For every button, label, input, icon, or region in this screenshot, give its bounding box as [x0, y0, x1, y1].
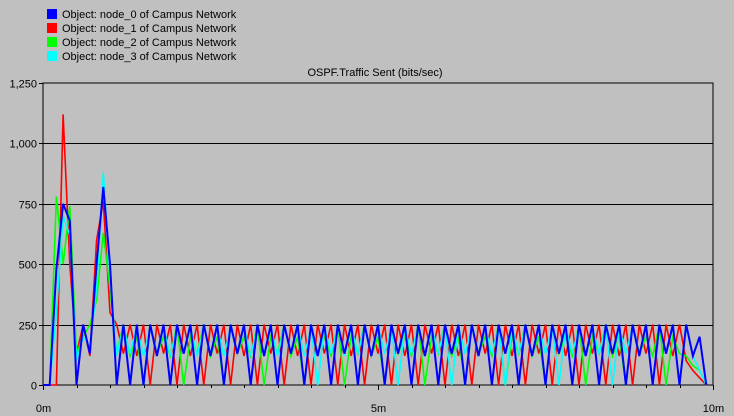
y-tick-label: 500: [19, 260, 37, 272]
legend-swatch: [47, 23, 57, 33]
legend-label: Object: node_2 of Campus Network: [62, 37, 237, 49]
plot-area: [42, 82, 714, 386]
y-tick-label: 250: [19, 321, 37, 333]
chart-title: OSPF.Traffic Sent (bits/sec): [307, 67, 442, 79]
x-axis: 0m 5m 10m: [36, 385, 724, 415]
y-tick-label: 750: [19, 200, 37, 212]
y-axis: 0 250 500 750 1,000 1,250: [9, 79, 43, 393]
legend-label: Object: node_3 of Campus Network: [62, 51, 237, 63]
y-tick-label: 1,250: [9, 79, 37, 91]
legend-swatch: [47, 37, 57, 47]
y-tick-label: 0: [31, 381, 37, 393]
legend: Object: node_0 of Campus Network Object: …: [47, 9, 237, 63]
series-line-node-0: [43, 186, 708, 386]
series-group: [43, 114, 708, 386]
x-tick-label: 0m: [36, 403, 51, 415]
legend-label: Object: node_0 of Campus Network: [62, 9, 237, 21]
x-tick-label: 5m: [371, 403, 386, 415]
legend-swatch: [47, 9, 57, 19]
x-tick-label: 10m: [703, 403, 724, 415]
legend-label: Object: node_1 of Campus Network: [62, 23, 237, 35]
legend-swatch: [47, 51, 57, 61]
y-tick-label: 1,000: [9, 139, 37, 151]
